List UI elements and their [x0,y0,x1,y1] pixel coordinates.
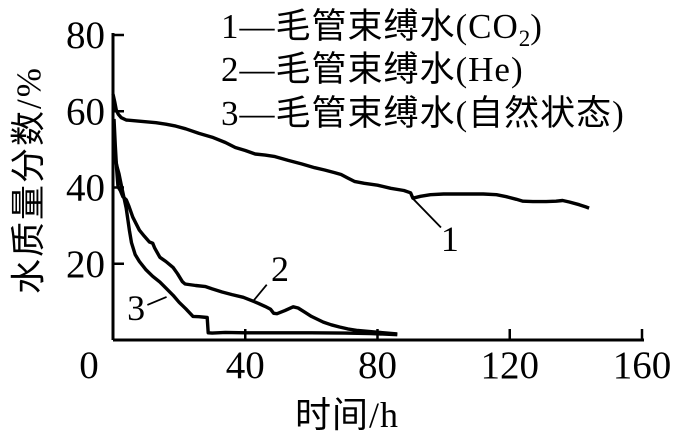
leader-line-2 [252,284,268,302]
legend-text: 1—毛管束缚水(CO [221,7,519,46]
legend-entry-3: 3—毛管束缚水(自然状态) [221,96,625,143]
curve-label-3: 3 [127,288,145,328]
legend-entry-2: 2—毛管束缚水(He) [221,52,524,99]
x-tick-label: 80 [358,344,397,387]
y-tick-label: 60 [66,90,105,133]
legend-subscript: 2 [518,26,531,51]
y-tick-label: 80 [66,14,105,57]
legend-entry-1: 1—毛管束缚水(CO2) [221,9,543,56]
legend-text: 3—毛管束缚水(自然状态) [221,94,625,133]
x-tick-label: 40 [226,344,265,387]
leader-line-1 [412,198,442,229]
curve-1 [111,93,590,210]
legend-text: 2—毛管束缚水(He) [221,50,524,89]
y-tick-label: 20 [66,243,105,286]
curve-3 [112,126,398,337]
y-tick-label: 40 [66,167,105,210]
x-tick-label: 0 [79,344,99,387]
curve-2 [112,118,398,336]
x-tick-label: 120 [481,344,540,387]
y-axis-title: 水质量分数/% [9,66,49,294]
leader-line-3 [147,296,167,306]
x-tick-label: 160 [613,344,672,387]
curve-label-2: 2 [271,249,289,289]
x-axis-title: 时间/h [294,395,400,434]
curve-label-1: 1 [441,219,459,259]
legend-text: ) [530,7,543,46]
